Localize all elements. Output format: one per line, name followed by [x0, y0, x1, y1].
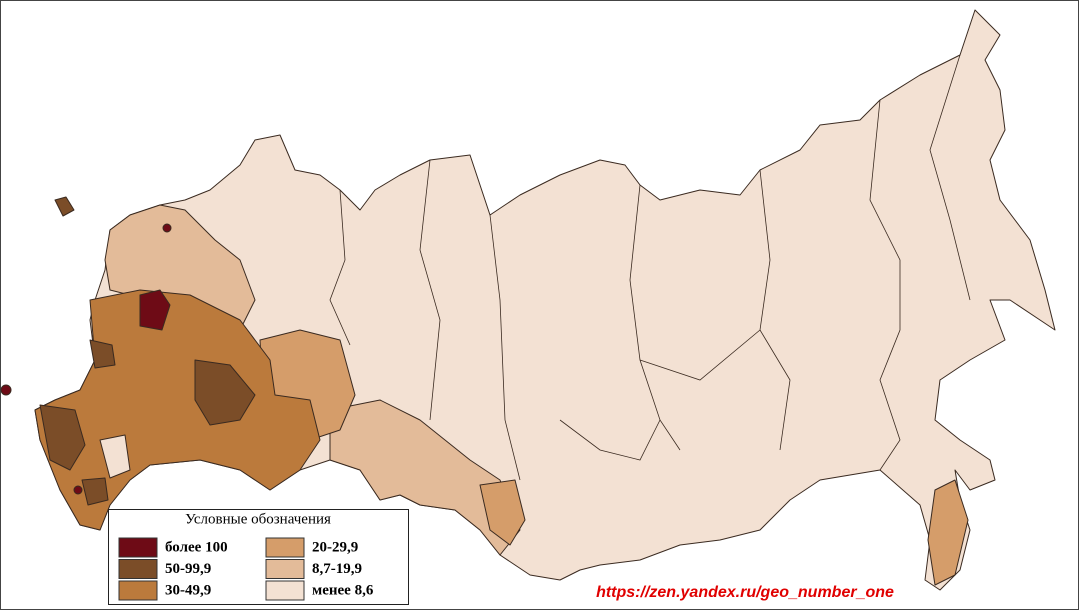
- legend-label: 20-29,9: [312, 539, 358, 555]
- region: [39, 404, 86, 471]
- region: [139, 289, 171, 331]
- legend-title: Условные обозначения: [185, 511, 331, 527]
- border: [329, 54, 971, 481]
- legend-items: более 100 50-99,9 30-49,9 20-29,9 8,7-19,9 ме…: [118, 537, 374, 601]
- legend-swatch: [118, 537, 158, 558]
- legend-box: [108, 509, 409, 605]
- region: [54, 196, 75, 217]
- legend-label: 50-99,9: [165, 561, 211, 577]
- region: [73, 485, 83, 495]
- region: [194, 359, 256, 426]
- watermark: https://zen.yandex.ru/geo_number_one: [596, 584, 894, 601]
- region: [0, 384, 12, 396]
- legend-swatch: [118, 580, 158, 601]
- region: [104, 204, 256, 331]
- legend-swatch: [265, 580, 305, 601]
- region: [927, 479, 969, 586]
- legend-label: менее 8,6: [312, 582, 374, 598]
- region: [99, 434, 131, 479]
- region: [479, 479, 526, 546]
- legend-swatch: [265, 559, 305, 579]
- region: [162, 223, 172, 233]
- legend: Условные обозначения более 100 50-99,9 30-…: [108, 509, 409, 605]
- region: [89, 339, 116, 369]
- legend-label: более 100: [165, 539, 228, 555]
- region: [329, 399, 521, 556]
- legend-label: 30-49,9: [165, 582, 211, 598]
- regions: [0, 9, 1056, 591]
- legend-swatch: [118, 559, 158, 579]
- legend-label: 8,7-19,9: [312, 561, 362, 577]
- region: [81, 477, 109, 506]
- legend-swatch: [265, 537, 305, 558]
